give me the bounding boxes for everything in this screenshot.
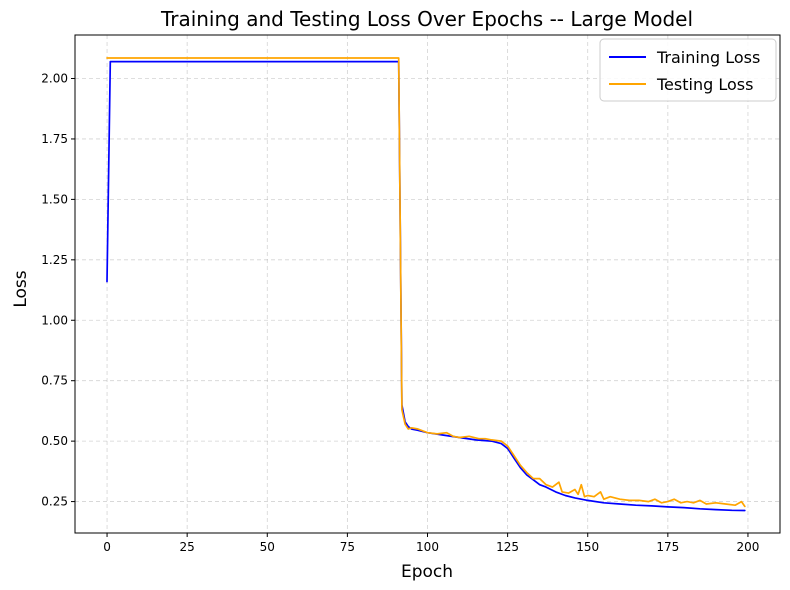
series-line-testing-loss — [106, 57, 746, 508]
grid-lines — [75, 35, 780, 533]
y-tick-label: 2.00 — [41, 72, 68, 86]
legend-label-training: Training Loss — [656, 48, 760, 67]
x-tick-label: 125 — [496, 540, 519, 554]
x-tick-label: 200 — [737, 540, 760, 554]
x-tick-label: 75 — [340, 540, 355, 554]
legend: Training Loss Testing Loss — [599, 38, 777, 102]
x-tick-label: 175 — [656, 540, 679, 554]
y-tick-label: 1.00 — [41, 313, 68, 327]
y-tick-label: 1.75 — [41, 132, 68, 146]
y-axis-title: Loss — [11, 270, 31, 307]
chart-title: Training and Testing Loss Over Epochs --… — [160, 7, 693, 31]
y-axis-ticks: 0.25 0.50 0.75 1.00 1.25 1.50 1.75 2.00 — [41, 72, 75, 509]
series-line-training-loss — [106, 60, 746, 512]
x-tick-label: 50 — [260, 540, 275, 554]
x-axis-title: Epoch — [401, 562, 453, 582]
x-tick-label: 0 — [103, 540, 111, 554]
y-tick-label: 0.50 — [41, 434, 68, 448]
legend-box — [599, 38, 777, 102]
x-tick-label: 150 — [576, 540, 599, 554]
x-axis-ticks: 0 25 50 75 100 125 150 175 200 — [103, 533, 759, 554]
y-tick-label: 1.50 — [41, 192, 68, 206]
legend-label-testing: Testing Loss — [656, 75, 753, 94]
y-tick-label: 0.75 — [41, 374, 68, 388]
y-tick-label: 0.25 — [41, 495, 68, 509]
y-tick-label: 1.25 — [41, 253, 68, 267]
x-tick-label: 100 — [416, 540, 439, 554]
x-tick-label: 25 — [180, 540, 195, 554]
series-layer — [106, 57, 746, 512]
